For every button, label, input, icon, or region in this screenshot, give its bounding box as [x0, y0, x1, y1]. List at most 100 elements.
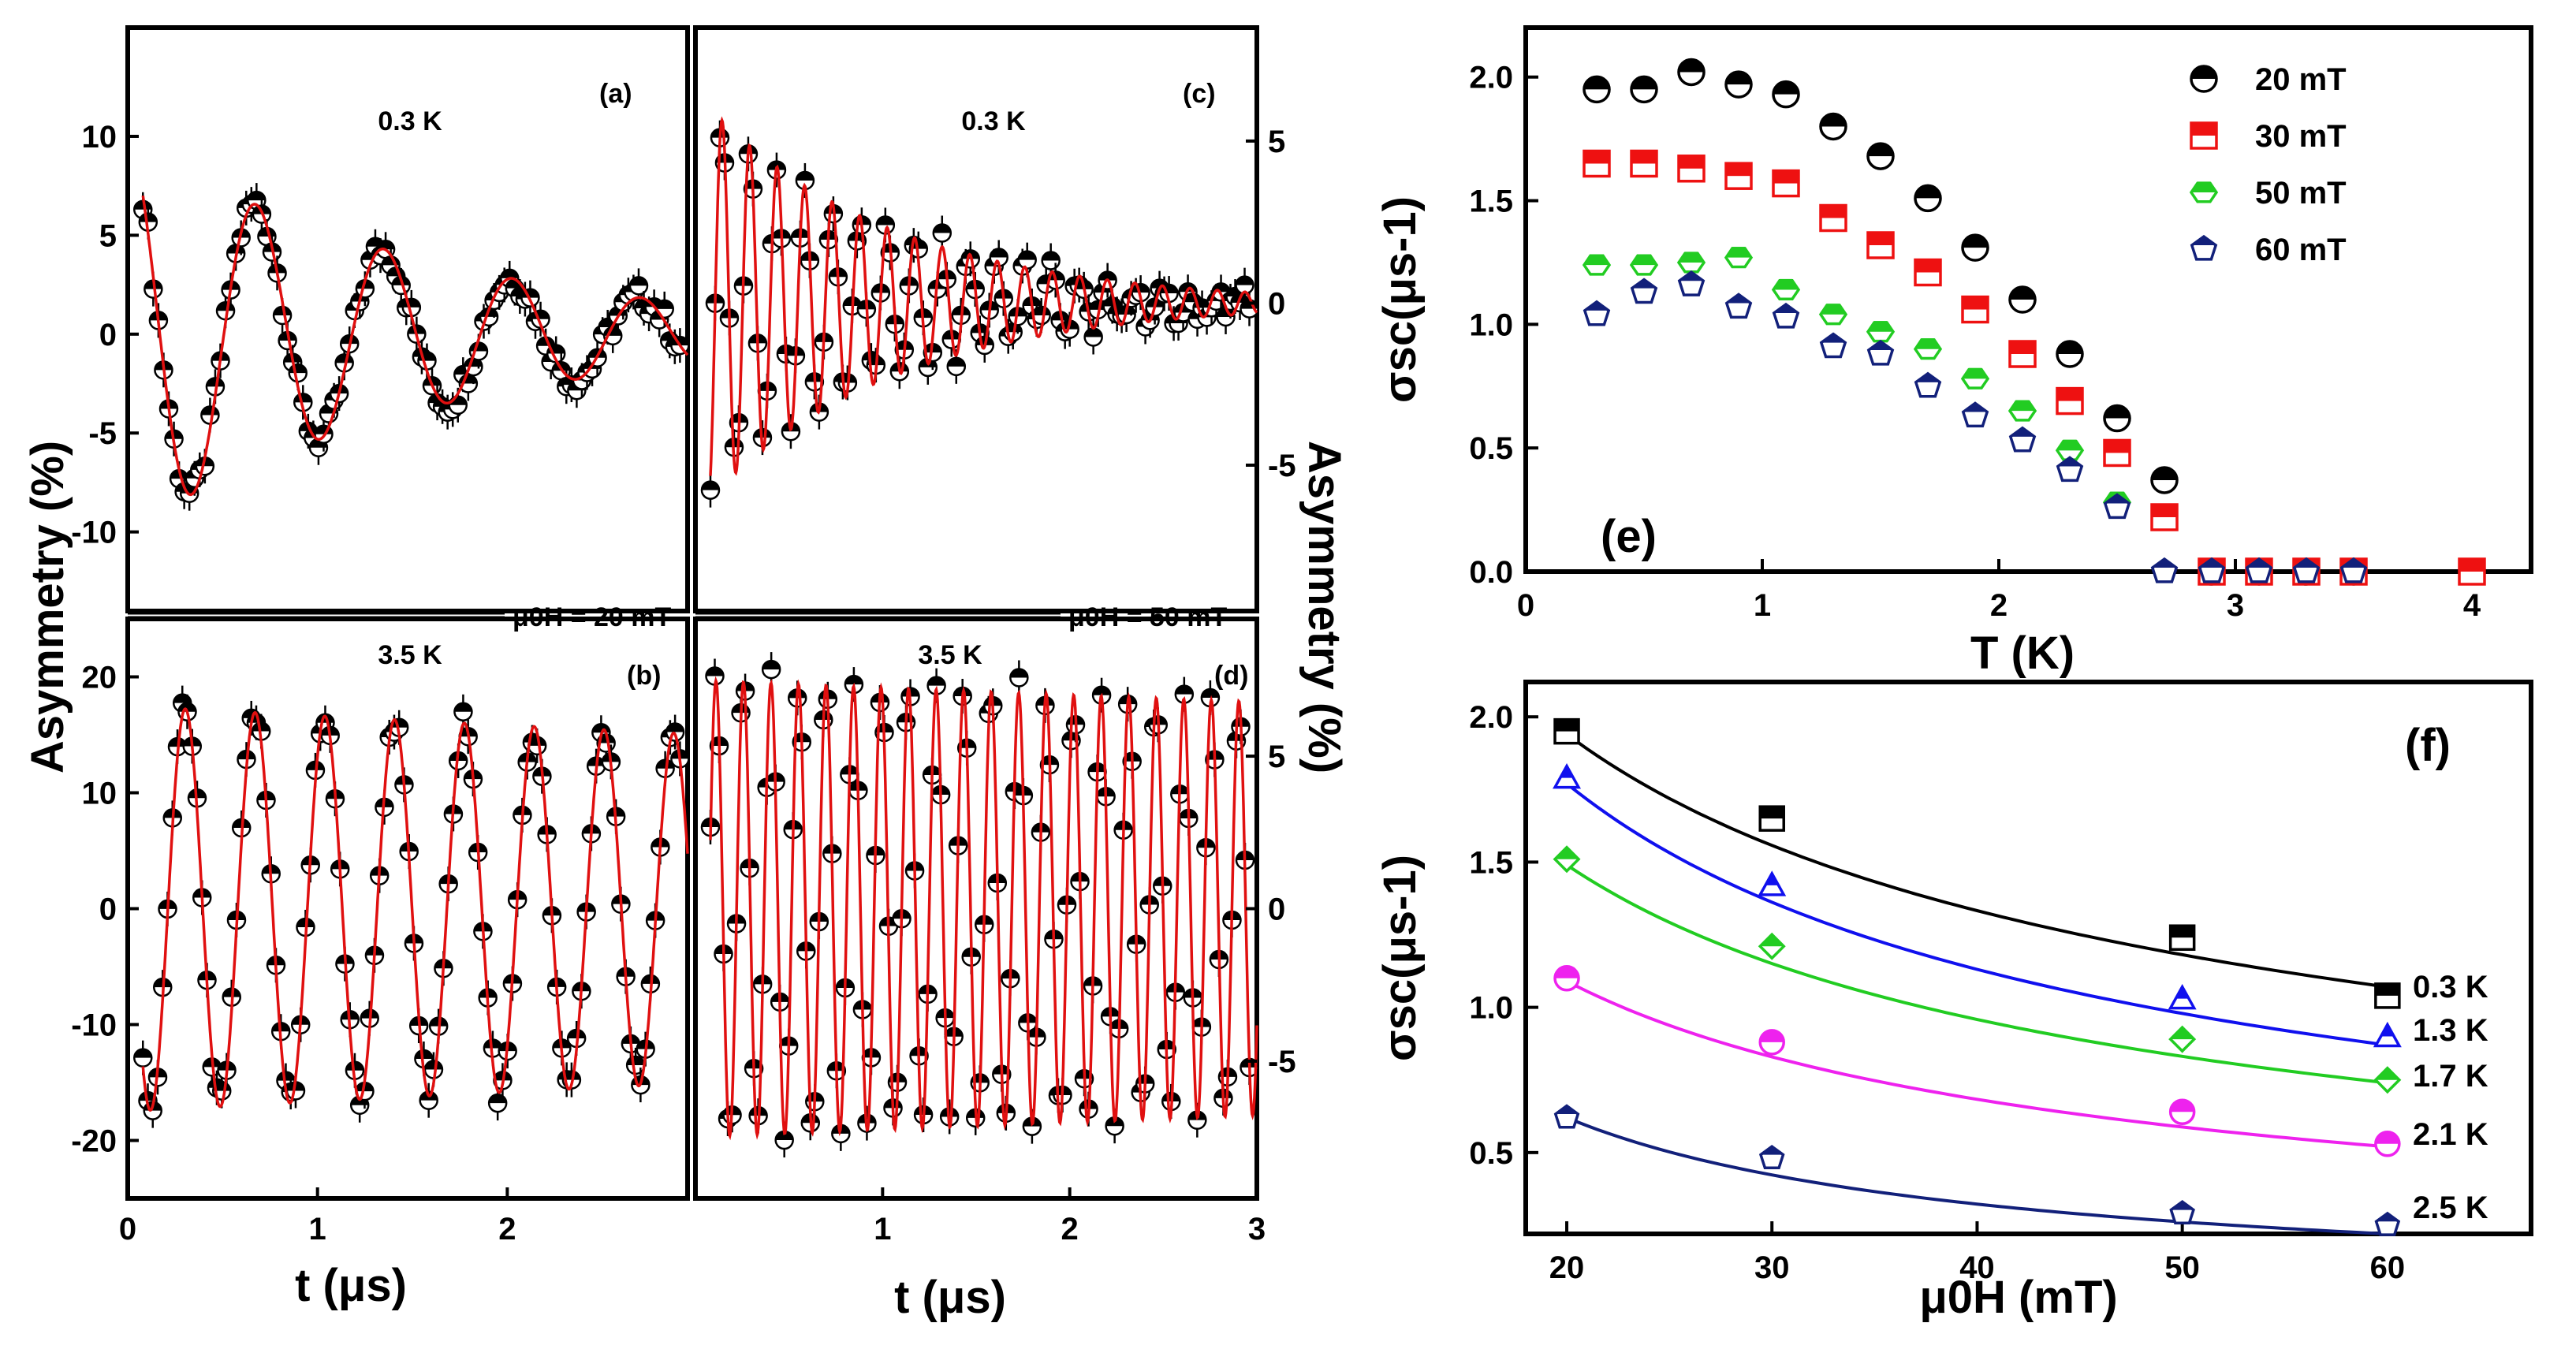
marker-fill	[1631, 279, 1657, 289]
marker-fill	[2104, 494, 2130, 504]
marker-fill	[483, 1039, 501, 1049]
marker-fill	[1868, 143, 1893, 157]
y-tick-label: 0.5	[1469, 431, 1513, 466]
data-point	[654, 291, 674, 326]
panel-b-frame	[125, 617, 690, 1201]
marker-fill	[1555, 1105, 1579, 1114]
data-point	[448, 387, 468, 423]
marker-square	[1583, 149, 1611, 178]
marker-fill	[2171, 1202, 2194, 1210]
marker-fill	[655, 300, 673, 309]
marker-fill	[2104, 405, 2130, 419]
marker-pentagon	[2056, 456, 2084, 483]
marker-fill	[1631, 254, 1657, 266]
y-tick-label: 2.0	[1469, 700, 1513, 735]
y-tick-label: 10	[82, 120, 117, 155]
marker-circle	[1758, 1029, 1785, 1056]
x-tick-label: 1	[874, 1212, 891, 1247]
series-label: 1.7 K	[2413, 1059, 2488, 1094]
marker-fill	[2057, 341, 2082, 354]
x-tick-label: 3	[1248, 1212, 1266, 1247]
y-tick-label: -5	[88, 416, 117, 451]
marker-fill	[629, 277, 647, 286]
marker-fill	[568, 1030, 586, 1039]
marker-fill	[1555, 719, 1579, 732]
marker-fill	[767, 161, 785, 170]
marker-fill	[656, 759, 674, 769]
data-point	[419, 1083, 438, 1118]
fit-curve	[709, 116, 1258, 476]
marker-fill	[1773, 81, 1799, 95]
marker-circle	[1724, 70, 1753, 99]
marker-fill	[2152, 467, 2177, 480]
y-tick-label: 5	[1268, 125, 1285, 159]
y-tick-label: -10	[71, 1008, 117, 1043]
marker-pentagon	[1583, 300, 1611, 326]
marker-square	[2150, 503, 2179, 531]
marker-fill	[2057, 388, 2082, 401]
marker-square	[1553, 717, 1580, 745]
panel-c-marks	[700, 116, 1259, 508]
y-axis-label-right: Asymmetry (%)	[1299, 441, 1350, 773]
marker-circle	[1677, 58, 1706, 87]
marker-fill	[2246, 559, 2272, 568]
marker-square	[2103, 438, 2131, 468]
marker-fill	[2191, 123, 2216, 136]
panel-f-x-label: μ0H (mT)	[1919, 1272, 2117, 1323]
y-tick-label: 0.0	[1469, 555, 1513, 590]
marker-fill	[1963, 296, 1988, 310]
marker-pentagon	[1677, 270, 1706, 296]
data-point	[414, 1041, 434, 1076]
marker-square	[1724, 162, 1753, 190]
data-point	[932, 215, 952, 251]
marker-hexagon	[1724, 247, 1754, 269]
marker-fill	[1760, 807, 1784, 819]
marker-hexagon	[2007, 400, 2037, 422]
marker-fill	[1584, 254, 1609, 266]
marker-pentagon	[1724, 293, 1753, 319]
marker-pentagon	[1630, 278, 1658, 304]
x-axis-label-right: t (μs)	[894, 1272, 1006, 1323]
marker-fill	[1760, 1030, 1784, 1042]
marker-fill	[1915, 259, 1940, 273]
y-tick-label: 10	[82, 777, 117, 811]
marker-fill	[1555, 847, 1579, 859]
marker-triangle	[1758, 870, 1787, 896]
marker-fill	[1010, 669, 1028, 678]
marker-fill	[706, 667, 724, 676]
marker-square	[2056, 386, 2084, 416]
data-point	[1083, 319, 1103, 355]
data-point	[487, 1086, 508, 1121]
marker-fill	[1560, 766, 1574, 778]
series-label: 0.3 K	[2413, 970, 2488, 1004]
marker-fill	[1584, 151, 1609, 164]
data-point	[566, 1021, 587, 1056]
marker-hexagon	[1582, 254, 1612, 276]
legend-label: 20 mT	[2255, 62, 2347, 97]
marker-fill	[134, 1049, 152, 1058]
y-tick-label: 2.0	[1469, 61, 1513, 95]
field-label-20: μ0H = 20 mT	[513, 602, 672, 632]
marker-pentagon	[2190, 234, 2218, 261]
marker-fill	[1915, 338, 1940, 349]
marker-fill	[1679, 252, 1704, 263]
marker-circle	[2103, 404, 2131, 433]
marker-fill	[1584, 301, 1609, 311]
marker-fill	[1201, 688, 1219, 698]
x-tick-label: 0	[119, 1212, 136, 1247]
marker-fill	[2191, 237, 2216, 246]
marker-fill	[947, 357, 965, 367]
marker-fill	[252, 722, 270, 732]
marker-fill	[345, 1061, 363, 1071]
data-point	[1079, 1091, 1098, 1127]
marker-fill	[2010, 400, 2035, 412]
marker-circle	[2008, 285, 2037, 314]
marker-fill	[775, 1131, 793, 1141]
marker-fill	[1963, 367, 1988, 379]
panel-d-temperature: 3.5 K	[918, 640, 982, 670]
marker-fill	[1726, 72, 1751, 85]
x-tick-label: 1	[309, 1212, 326, 1247]
marker-fill	[528, 736, 546, 746]
y-tick-label: 0	[1268, 893, 1285, 927]
